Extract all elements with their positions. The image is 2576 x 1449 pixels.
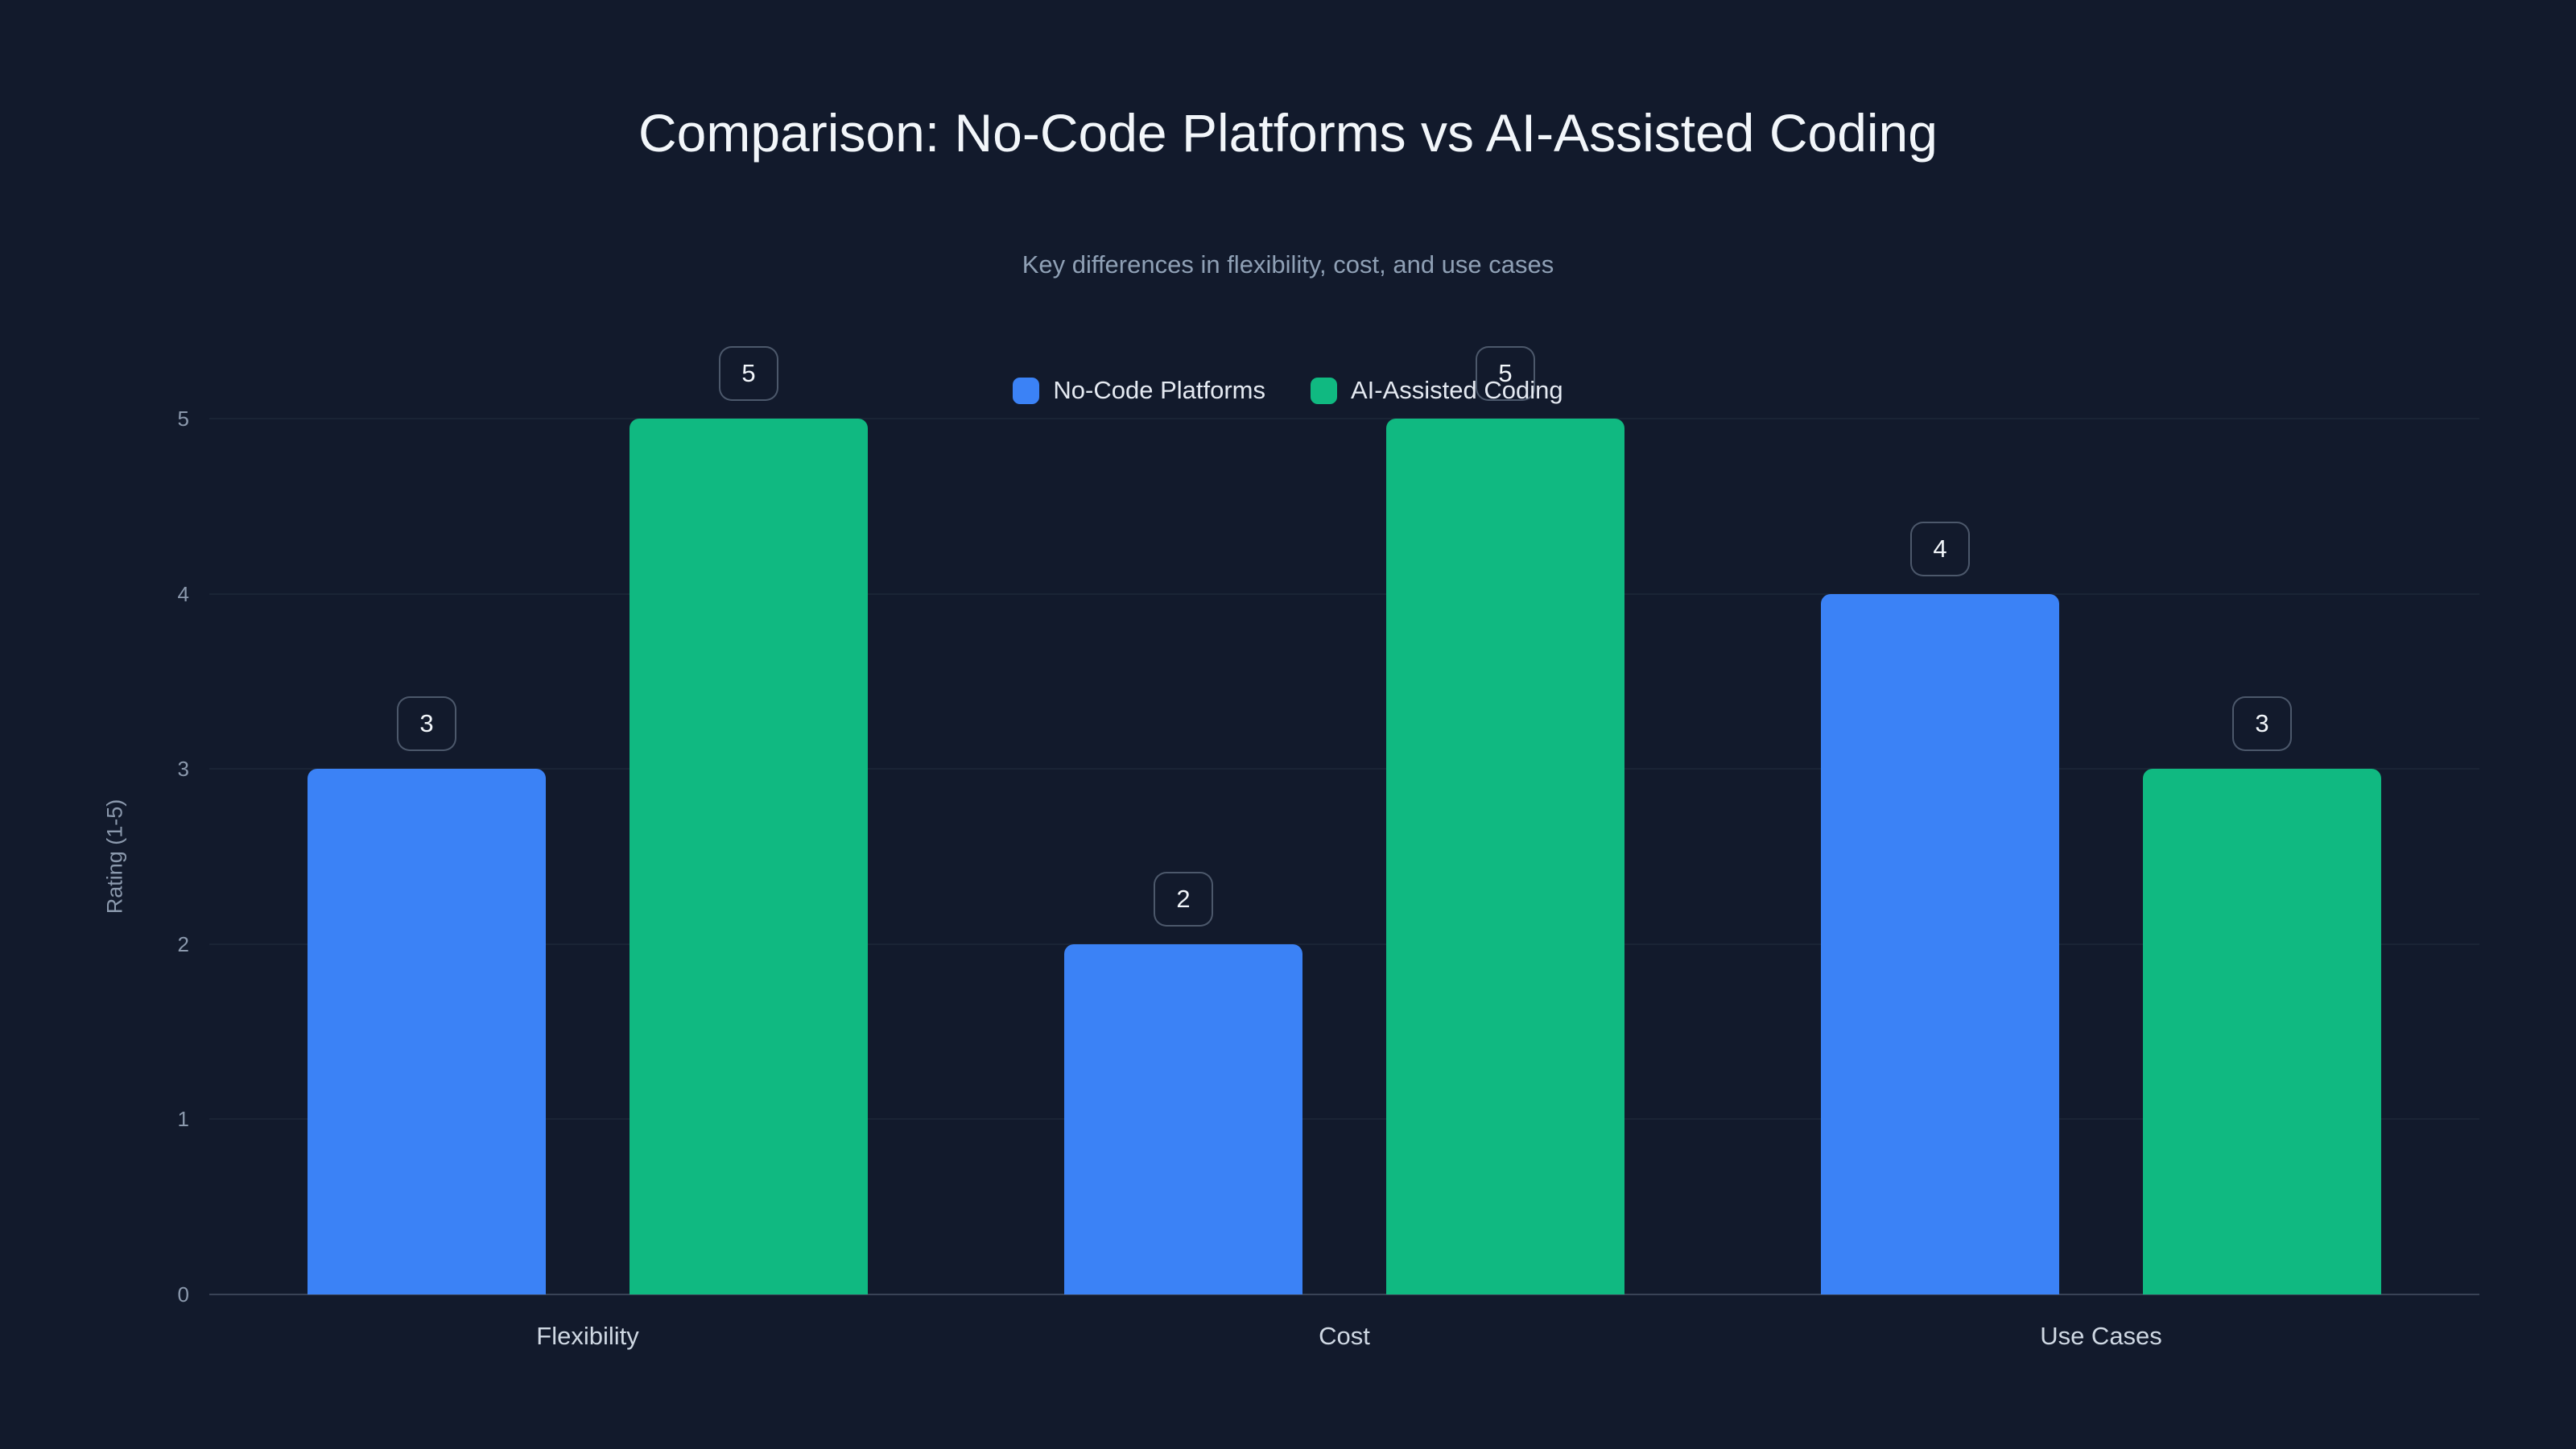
chart-title: Comparison: No-Code Platforms vs AI-Assi…	[638, 103, 1938, 163]
bar-value-badge: 3	[2232, 696, 2292, 752]
y-tick-label: 3	[177, 757, 189, 782]
y-tick-label: 4	[177, 581, 189, 606]
legend-label: No-Code Platforms	[1053, 376, 1265, 404]
legend: No-Code Platforms AI-Assisted Coding	[0, 372, 2576, 409]
y-tick-label: 0	[177, 1282, 189, 1307]
y-tick-label: 5	[177, 407, 189, 431]
gridline	[209, 592, 2479, 595]
legend-label: AI-Assisted Coding	[1350, 376, 1563, 404]
bar-use-cases-series-2	[2143, 769, 2381, 1294]
bar-value-badge: 4	[1910, 521, 1970, 576]
bar-value-badge: 2	[1154, 871, 1213, 927]
gridline	[209, 1118, 2479, 1121]
chart-subtitle: Key differences in flexibility, cost, an…	[1022, 250, 1554, 279]
legend-swatch	[1310, 377, 1337, 404]
category-label: Use Cases	[2040, 1322, 2162, 1350]
category-label: Flexibility	[536, 1322, 639, 1350]
legend-swatch	[1013, 377, 1040, 404]
bar-flexibility-series-2	[630, 419, 868, 1294]
bar-value-badge: 5	[1476, 346, 1535, 401]
gridline	[209, 768, 2479, 770]
y-tick-label: 2	[177, 931, 189, 956]
bar-value-badge: 5	[719, 346, 778, 401]
bar-use-cases-series-1	[1821, 593, 2059, 1294]
legend-item: No-Code Platforms	[1013, 376, 1265, 405]
gridline	[209, 943, 2479, 945]
bar-cost-series-2	[1386, 419, 1624, 1294]
gridline	[209, 418, 2479, 419]
bar-flexibility-series-1	[308, 769, 546, 1294]
y-tick-label: 1	[177, 1107, 189, 1132]
category-label: Cost	[1319, 1322, 1370, 1350]
bar-value-badge: 3	[397, 696, 456, 752]
legend-item: AI-Assisted Coding	[1310, 376, 1563, 405]
bar-cost-series-1	[1064, 943, 1302, 1294]
x-axis-line	[209, 1294, 2479, 1295]
